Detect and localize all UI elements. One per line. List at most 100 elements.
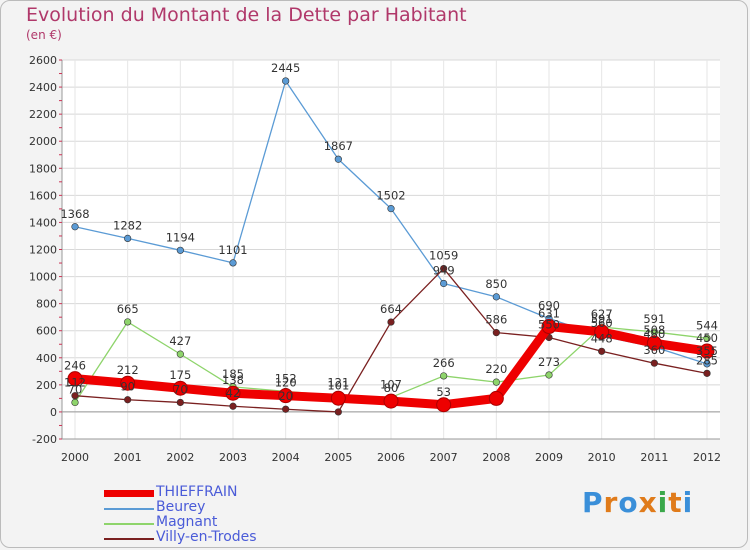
- chart-title: Evolution du Montant de la Dette par Hab…: [26, 4, 467, 26]
- logo-letter: o: [618, 486, 639, 519]
- data-label-villy-en-trodes: 90: [120, 380, 135, 394]
- data-label-villy-en-trodes: 20: [278, 389, 293, 403]
- data-label-magnant: 627: [591, 307, 613, 321]
- data-label-thieffrain: 508: [643, 323, 665, 337]
- data-label-beurey: 1867: [324, 139, 353, 153]
- y-tick-label: 200: [36, 379, 57, 392]
- y-tick-label: 1800: [29, 162, 57, 175]
- data-point-thieffrain: [330, 390, 346, 406]
- legend-swatch-villy-en-trodes: [104, 538, 154, 540]
- data-point-villy-en-trodes: [598, 347, 606, 355]
- data-point-thieffrain: [488, 390, 504, 406]
- legend-swatch-beurey: [104, 508, 154, 510]
- legend-label: Villy-en-Trodes: [156, 529, 257, 545]
- y-tick-label: 1000: [29, 271, 57, 284]
- data-label-magnant: 665: [117, 302, 139, 316]
- data-point-magnant: [440, 372, 448, 380]
- data-point-magnant: [124, 318, 132, 326]
- data-point-magnant: [703, 334, 711, 342]
- data-point-magnant: [650, 328, 658, 336]
- data-label-beurey: 1101: [218, 243, 247, 257]
- data-label-thieffrain: 212: [117, 363, 139, 377]
- y-tick-label: 2400: [29, 81, 57, 94]
- y-tick-label: -200: [32, 433, 57, 446]
- x-tick-label: 2011: [640, 451, 668, 464]
- data-point-villy-en-trodes: [176, 398, 184, 407]
- data-label-beurey: 355: [696, 344, 718, 358]
- x-tick-label: 2006: [377, 451, 405, 464]
- data-label-magnant: 427: [169, 334, 191, 348]
- x-tick-label: 2001: [114, 451, 142, 464]
- data-label-beurey: 1502: [376, 189, 405, 203]
- data-label-thieffrain: 631: [538, 307, 560, 321]
- legend-label: Beurey: [156, 499, 206, 515]
- data-label-magnant: 273: [538, 355, 560, 369]
- data-point-thieffrain: [67, 371, 83, 387]
- data-label-villy-en-trodes: 664: [380, 302, 402, 316]
- data-point-thieffrain: [594, 324, 610, 340]
- data-point-beurey: [282, 77, 290, 85]
- data-point-beurey: [71, 223, 79, 231]
- legend-label: THIEFFRAIN: [156, 484, 238, 500]
- data-point-villy-en-trodes: [334, 408, 342, 416]
- data-point-thieffrain: [172, 380, 188, 396]
- data-label-thieffrain: 450: [696, 331, 718, 345]
- x-tick-label: 2008: [482, 451, 510, 464]
- y-tick-label: 2000: [29, 135, 57, 148]
- y-tick-label: 1200: [29, 244, 57, 257]
- data-point-beurey: [387, 205, 395, 213]
- data-point-villy-en-trodes: [229, 402, 237, 410]
- logo-letter: t: [668, 486, 683, 519]
- data-label-beurey: 949: [433, 263, 455, 277]
- x-tick-label: 2000: [61, 451, 89, 464]
- x-tick-label: 2002: [166, 451, 194, 464]
- data-point-villy-en-trodes: [282, 405, 290, 413]
- data-point-thieffrain: [541, 319, 557, 335]
- data-label-villy-en-trodes: 1059: [429, 249, 458, 263]
- y-tick-label: 800: [36, 298, 57, 311]
- data-label-magnant: 152: [275, 371, 297, 385]
- y-tick-label: 600: [36, 325, 57, 338]
- data-point-magnant: [545, 371, 553, 379]
- data-point-thieffrain: [120, 375, 136, 391]
- data-label-magnant: 266: [433, 356, 455, 370]
- data-point-villy-en-trodes: [440, 264, 448, 273]
- data-label-villy-en-trodes: 42: [226, 386, 241, 400]
- data-point-beurey: [334, 155, 342, 163]
- data-point-thieffrain: [699, 343, 715, 359]
- data-point-magnant: [492, 378, 500, 386]
- x-tick-label: 2007: [430, 451, 458, 464]
- logo-letter: i: [657, 486, 669, 519]
- x-tick-label: 2005: [324, 451, 352, 464]
- data-point-villy-en-trodes: [492, 329, 500, 337]
- data-label-thieffrain: 53: [436, 385, 451, 399]
- data-label-magnant: 107: [380, 377, 402, 391]
- y-tick-label: 2200: [29, 108, 57, 121]
- data-label-thieffrain: 138: [222, 373, 244, 387]
- data-label-magnant: 121: [327, 376, 349, 390]
- data-label-beurey: 1368: [60, 207, 89, 221]
- data-point-beurey: [229, 259, 237, 267]
- data-point-thieffrain: [646, 335, 662, 351]
- data-point-villy-en-trodes: [703, 369, 711, 377]
- data-point-thieffrain: [383, 393, 399, 409]
- data-label-beurey: 850: [485, 277, 507, 291]
- data-point-villy-en-trodes: [650, 359, 658, 367]
- y-tick-label: 0: [50, 406, 57, 419]
- x-tick-label: 2009: [535, 451, 563, 464]
- data-label-beurey: 1194: [166, 230, 195, 244]
- data-label-beurey: 690: [538, 299, 560, 313]
- data-point-thieffrain: [436, 397, 452, 413]
- data-label-beurey: 2445: [271, 61, 300, 75]
- y-tick-label: 2600: [29, 54, 57, 67]
- y-tick-label: 1400: [29, 216, 57, 229]
- data-point-villy-en-trodes: [124, 396, 132, 404]
- logo-letter: P: [582, 486, 604, 519]
- logo-letter: r: [603, 486, 619, 519]
- logo-letter: x: [638, 486, 658, 519]
- x-tick-label: 2010: [588, 451, 616, 464]
- data-label-thieffrain: 120: [275, 376, 297, 390]
- data-point-beurey: [124, 234, 132, 243]
- y-tick-label: 400: [36, 352, 57, 365]
